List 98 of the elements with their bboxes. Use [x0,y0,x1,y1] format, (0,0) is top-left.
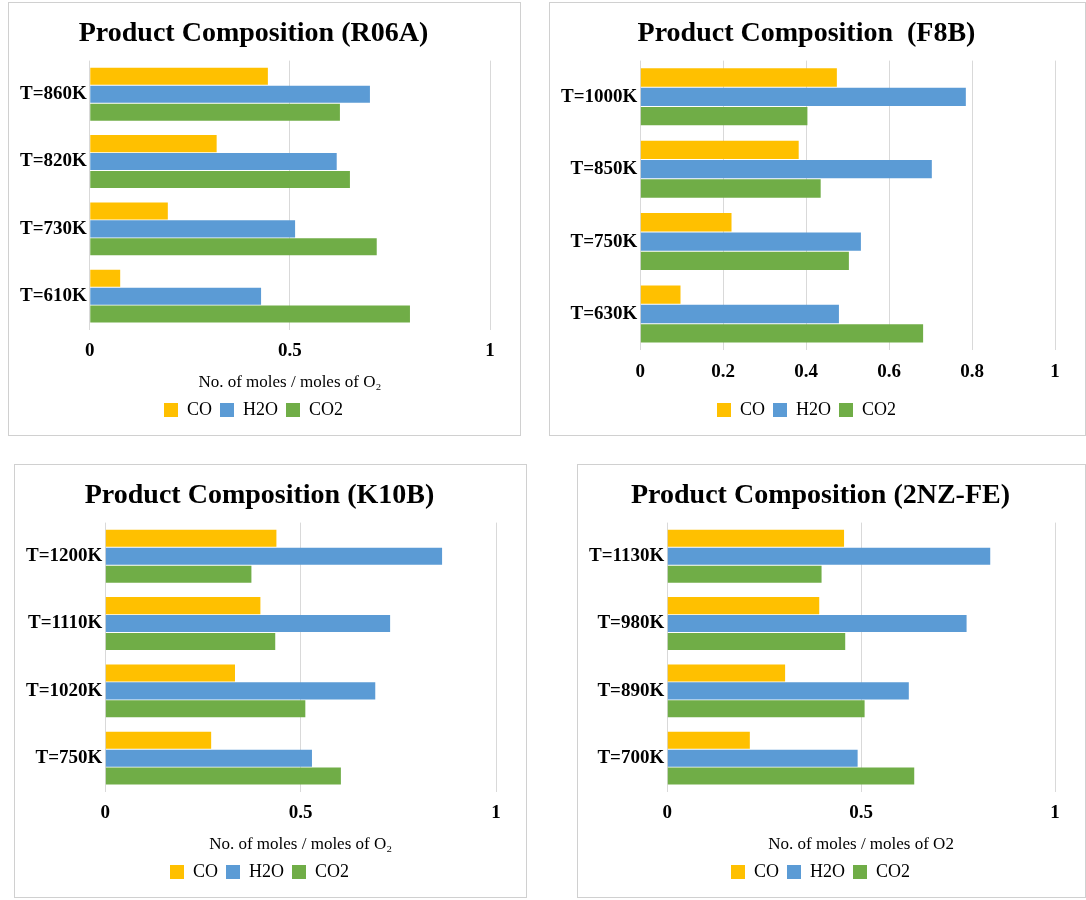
chart-title: Product Composition (2NZ-FE) [630,478,1011,510]
x-axis-title: No. of moles / moles of O₂ [209,834,393,854]
y-tick-label: T=750K [35,746,103,768]
legend-label: CO [193,860,219,881]
bar [90,153,337,171]
y-tick-label: T=630K [570,301,638,323]
legend-label: H2O [243,398,278,419]
bar [105,731,212,749]
legend-label: CO2 [862,398,897,419]
bar [667,731,750,749]
bar [667,749,858,767]
bar [90,287,262,305]
y-tick-label: T=1130K [589,544,665,566]
bar [667,597,820,615]
y-tick-label: T=1200K [26,544,103,566]
bar [105,632,276,651]
legend-label: CO2 [315,860,350,881]
bar [640,324,924,343]
legend-label: CO [740,398,766,419]
y-tick-label: T=1000K [561,84,638,106]
x-tick-label: 1 [1050,801,1060,823]
x-tick-label: 0.6 [877,359,901,381]
y-tick-label: T=1020K [26,678,103,700]
bar [105,749,312,767]
bar [90,220,296,238]
bar [90,305,410,323]
bar [640,140,799,160]
bar [90,135,217,153]
bar [105,664,235,682]
bar [90,67,268,85]
y-tick-label: T=890K [597,678,665,700]
bar [640,251,849,271]
y-tick-label: T=980K [597,611,665,633]
legend-label: CO [187,398,213,419]
legend-label: CO [754,860,780,881]
chart-title: Product Composition (F8B) [637,16,976,48]
bar [105,700,306,718]
x-axis-title: No. of moles / moles of O₂ [198,372,382,392]
bar [90,202,168,220]
y-tick-label: T=730K [20,216,87,238]
bar [90,238,377,256]
bar [667,632,846,651]
bar [640,68,837,87]
x-tick-label: 0.8 [960,359,984,381]
y-tick-label: T=750K [570,229,638,251]
bar [90,269,121,287]
x-tick-label: 0.4 [794,359,819,381]
bar [90,170,350,189]
bar [667,682,909,700]
bar [640,285,681,304]
bar [667,767,915,785]
bar [667,615,967,633]
bar [640,160,932,179]
x-tick-label: 1 [485,339,495,361]
x-tick-label: 1 [1050,359,1060,381]
x-tick-label: 0.5 [288,801,313,823]
chart-title: Product Composition (K10B) [84,478,435,510]
legend-label: H2O [810,860,845,881]
bar [105,767,341,785]
x-tick-label: 0 [100,801,111,823]
bar [667,529,845,547]
legend-label: CO2 [876,860,911,881]
y-tick-label: T=860K [20,82,87,104]
bar [667,664,786,682]
bar [667,700,865,718]
bar [640,304,839,324]
y-tick-label: T=820K [20,149,87,171]
legend-label: CO2 [309,398,344,419]
x-axis-title: No. of moles / moles of O2 [768,834,954,854]
bar [105,565,252,583]
bar [640,106,808,126]
y-tick-label: T=850K [570,157,638,179]
legend-label: H2O [796,398,831,419]
bar [90,103,340,121]
y-tick-label: T=610K [20,284,87,306]
x-tick-label: 0 [635,359,646,381]
bar [640,179,821,198]
bar [105,547,443,565]
bar [667,565,822,583]
bar [640,213,732,232]
bar [105,682,376,700]
bar [640,87,966,106]
bar [90,85,370,103]
bar [105,529,277,547]
x-tick-label: 0 [85,339,95,361]
x-tick-label: 0 [662,801,672,823]
bar [640,232,861,251]
bar [667,547,991,565]
x-tick-label: 0.5 [278,339,302,361]
legend-label: H2O [249,860,284,881]
bar [105,615,391,633]
x-tick-label: 0.2 [711,359,736,381]
x-tick-label: 0.5 [849,801,873,823]
bar [105,597,261,615]
x-tick-label: 1 [491,801,501,823]
y-tick-label: T=700K [597,746,665,768]
chart-title: Product Composition (R06A) [78,16,429,48]
y-tick-label: T=1110K [28,611,103,633]
